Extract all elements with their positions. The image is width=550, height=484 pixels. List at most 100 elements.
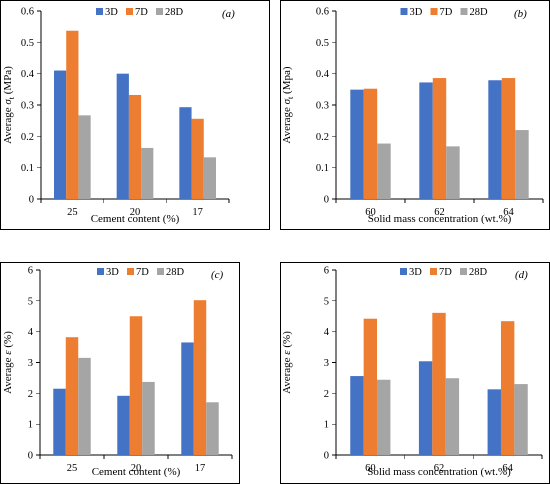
bar-7D-62	[432, 78, 447, 199]
y-tick-label: 5	[28, 296, 33, 307]
legend-swatch-28D	[156, 8, 163, 15]
chart-panel-1: 0 0.1 0.2 0.3 0.4 0.5 0.6 25 20 17 3D 7D 28D (a) Cemen…	[0, 0, 270, 230]
y-axis-label: Average σt (Mpa)	[281, 66, 295, 143]
y-tick-label: 0	[324, 195, 329, 206]
legend-swatch-7D	[430, 268, 437, 275]
y-tick-label: 5	[324, 296, 329, 307]
y-tick-label: 0.1	[316, 163, 329, 174]
legend-label-28D: 28D	[165, 7, 184, 18]
legend-label-7D: 7D	[440, 7, 453, 18]
bar-7D-17	[193, 300, 207, 455]
legend-label-7D: 7D	[136, 267, 149, 278]
bar-28D-20	[142, 381, 155, 455]
panel-label: (c)	[211, 269, 224, 281]
y-tick-label: 0.5	[316, 38, 329, 49]
legend-swatch-7D	[126, 8, 133, 15]
legend-swatch-3D	[400, 8, 408, 15]
bar-3D-20	[116, 73, 129, 199]
legend-label-28D: 28D	[166, 267, 185, 278]
y-tick-label: 4	[28, 327, 34, 338]
y-tick-label: 0.2	[316, 132, 329, 143]
legend-label-7D: 7D	[439, 267, 452, 278]
bar-28D-25	[78, 115, 91, 199]
bar-7D-60	[363, 318, 378, 455]
y-tick-label: 3	[28, 358, 33, 369]
bar-3D-17	[181, 342, 194, 455]
x-tick-label: 17	[192, 207, 203, 218]
chart-frame	[0, 0, 270, 230]
y-axis-label: Average σt (MPa)	[2, 66, 16, 144]
bar-7D-60	[363, 88, 378, 199]
y-tick-label: 0	[324, 451, 329, 462]
bar-28D-25	[78, 357, 91, 455]
chart-panel-4: 0 1 2 3 4 5 6 60 62 64 3D 7D 28D (d) Solid mass concen…	[280, 262, 550, 484]
legend-label-3D: 3D	[106, 267, 119, 278]
x-tick-label: 25	[67, 463, 78, 474]
legend-label-3D: 3D	[105, 7, 118, 18]
legend-swatch-28D	[460, 268, 467, 275]
y-tick-label: 0.6	[21, 7, 34, 18]
bar-28D-60	[377, 379, 391, 455]
y-tick-label: 0.2	[21, 132, 34, 143]
bar-28D-62	[445, 378, 460, 455]
x-axis-label: Solid mass concentration (wt.%)	[367, 466, 511, 478]
bar-28D-64	[514, 384, 528, 455]
bar-7D-64	[501, 78, 516, 199]
legend-swatch-7D	[127, 268, 134, 275]
x-tick-label: 20	[130, 207, 141, 218]
x-axis-label: Solid mass concentration (wt.%)	[368, 213, 512, 225]
y-tick-label: 3	[324, 358, 329, 369]
y-tick-label: 2	[28, 389, 33, 400]
legend-label-3D: 3D	[409, 267, 422, 278]
legend-swatch-3D	[97, 268, 104, 275]
x-axis-label: Cement content (%)	[92, 466, 181, 478]
x-tick-label: 60	[365, 207, 376, 218]
bar-7D-62	[432, 312, 446, 455]
chart-panel-2: 0 0.1 0.2 0.3 0.4 0.5 0.6 60 62 64 3D 7D 28D (b) Solid…	[280, 0, 550, 230]
y-axis-label: Average ε (%)	[281, 331, 293, 394]
legend-label-28D: 28D	[470, 7, 489, 18]
bar-28D-64	[515, 130, 529, 199]
bar-3D-25	[54, 70, 67, 200]
panel-label: (a)	[222, 8, 235, 20]
legend-label-3D: 3D	[410, 7, 423, 18]
bar-3D-62	[418, 361, 433, 455]
bar-28D-60	[377, 143, 391, 199]
y-tick-label: 0.4	[21, 69, 35, 80]
legend-swatch-28D	[157, 268, 164, 275]
bar-3D-62	[419, 82, 433, 199]
bar-3D-17	[179, 107, 192, 199]
y-tick-label: 0.4	[316, 69, 330, 80]
y-tick-label: 2	[324, 389, 329, 400]
bar-3D-20	[117, 395, 130, 455]
x-axis-label: Cement content (%)	[91, 213, 180, 225]
y-tick-label: 0	[29, 195, 34, 206]
bar-3D-60	[350, 376, 364, 455]
bar-28D-20	[141, 147, 154, 199]
bar-28D-62	[446, 146, 460, 199]
legend-swatch-3D	[400, 268, 407, 275]
y-tick-label: 0.5	[21, 38, 34, 49]
legend-label-7D: 7D	[135, 7, 148, 18]
legend-swatch-28D	[460, 8, 468, 15]
bar-28D-17	[203, 157, 216, 199]
bar-7D-64	[500, 321, 515, 455]
bar-7D-25	[66, 30, 79, 199]
y-tick-label: 0.1	[21, 163, 34, 174]
y-tick-label: 4	[324, 327, 330, 338]
x-tick-label: 20	[131, 463, 142, 474]
x-tick-label: 60	[365, 463, 376, 474]
y-tick-label: 1	[324, 420, 329, 431]
chart-panel-3: 0 1 2 3 4 5 6 25 20 17 3D 7D 28D (c) Cement content (%…	[0, 262, 240, 484]
bar-3D-64	[487, 389, 501, 455]
bar-3D-64	[488, 80, 502, 199]
legend-swatch-7D	[430, 8, 438, 15]
panel-label: (d)	[515, 269, 528, 281]
x-tick-label: 64	[502, 463, 513, 474]
x-tick-label: 17	[195, 463, 206, 474]
bar-3D-25	[53, 388, 66, 455]
x-tick-label: 62	[434, 463, 445, 474]
bar-28D-17	[206, 402, 219, 455]
bar-7D-20	[129, 316, 143, 455]
